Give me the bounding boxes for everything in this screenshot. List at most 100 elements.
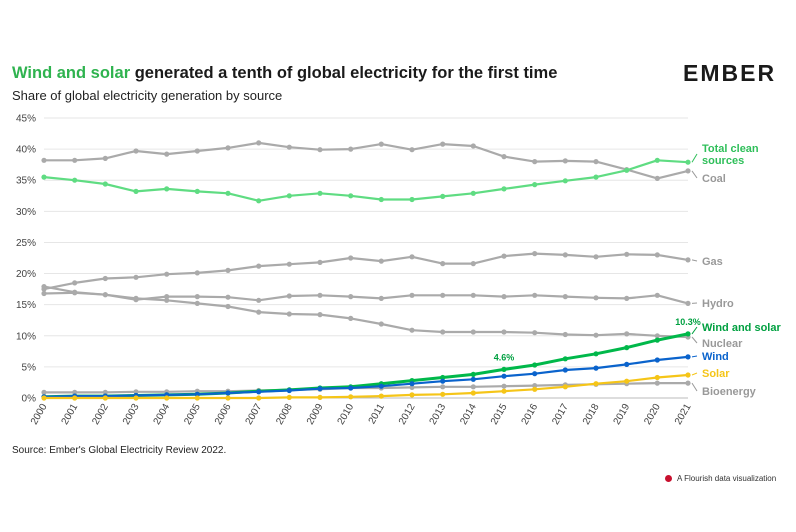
- x-tick-label: 2016: [520, 402, 541, 427]
- data-point: [41, 174, 47, 180]
- data-point: [286, 144, 292, 150]
- data-point: [225, 294, 231, 300]
- data-point: [41, 157, 47, 163]
- data-point: [532, 292, 538, 298]
- y-tick-label: 40%: [16, 145, 36, 156]
- series-label-wind: Wind: [702, 351, 729, 363]
- x-tick-label: 2001: [60, 402, 81, 427]
- x-tick-label: 2017: [550, 402, 571, 427]
- data-point: [164, 395, 170, 401]
- y-tick-label: 35%: [16, 176, 36, 187]
- data-point: [133, 148, 139, 154]
- series-label-solar: Solar: [702, 368, 730, 380]
- data-point: [470, 292, 476, 298]
- data-point: [532, 371, 538, 377]
- x-tick-label: 2008: [274, 402, 295, 427]
- data-point: [164, 271, 170, 277]
- data-point: [532, 386, 538, 392]
- data-point: [133, 395, 139, 401]
- data-point: [225, 390, 231, 396]
- data-point: [654, 337, 660, 343]
- data-point: [164, 186, 170, 192]
- data-point: [624, 331, 630, 337]
- series-total-clean-sources: [41, 157, 691, 204]
- data-point: [225, 303, 231, 310]
- data-point: [562, 356, 568, 362]
- data-point: [194, 294, 200, 300]
- x-tick-label: 2013: [428, 402, 449, 427]
- series-solar: [41, 372, 691, 401]
- data-point: [654, 252, 660, 258]
- data-point: [378, 295, 384, 301]
- flourish-credit[interactable]: A Flourish data visualization: [665, 474, 776, 483]
- data-point: [654, 157, 660, 163]
- x-tick-label: 2014: [458, 402, 479, 427]
- data-point: [593, 159, 599, 165]
- data-point: [72, 280, 78, 286]
- data-point: [41, 389, 47, 395]
- annotations: 4.6% 10.3%: [494, 317, 701, 362]
- data-point: [501, 294, 507, 300]
- data-point: [409, 196, 415, 203]
- x-tick-label: 2003: [121, 402, 142, 427]
- source-note: Source: Ember's Global Electricity Revie…: [12, 445, 227, 456]
- data-point: [348, 193, 354, 199]
- label-connector: [691, 372, 698, 376]
- chart-title: Wind and solar generated a tenth of glob…: [12, 64, 557, 83]
- data-point: [501, 366, 507, 372]
- data-point: [256, 395, 262, 401]
- data-point: [562, 294, 568, 300]
- x-tick-label: 2010: [336, 402, 357, 427]
- data-point: [41, 395, 47, 401]
- series-label-hydro: Hydro: [702, 298, 734, 310]
- data-point: [256, 263, 262, 269]
- data-point: [348, 385, 354, 391]
- data-point: [102, 395, 108, 401]
- data-point: [317, 259, 323, 265]
- data-point: [409, 292, 415, 298]
- chart-subtitle: Share of global electricity generation b…: [12, 88, 283, 103]
- data-point: [685, 257, 691, 263]
- data-point: [72, 395, 78, 401]
- data-point: [225, 145, 231, 151]
- data-point: [256, 309, 262, 315]
- data-point: [225, 267, 231, 273]
- data-point: [194, 148, 200, 154]
- data-point: [225, 395, 231, 401]
- data-point: [501, 383, 507, 389]
- title-highlight: Wind and solar: [12, 64, 131, 82]
- data-point: [593, 254, 599, 260]
- data-point: [348, 146, 354, 152]
- data-point: [470, 261, 476, 267]
- x-tick-label: 2021: [673, 402, 694, 427]
- series-label-total-clean-sources: sources: [702, 155, 744, 167]
- data-point: [317, 394, 323, 400]
- data-point: [41, 284, 47, 290]
- series-line-wind: [43, 355, 689, 398]
- data-point: [654, 333, 660, 339]
- x-tick-label: 2005: [182, 402, 203, 427]
- x-tick-label: 2020: [642, 402, 663, 427]
- data-point: [532, 159, 538, 165]
- data-point: [133, 295, 139, 301]
- x-tick-label: 2000: [29, 402, 50, 427]
- data-point: [378, 393, 384, 399]
- data-point: [501, 186, 507, 192]
- series-line-nuclear: [43, 285, 689, 339]
- data-point: [440, 193, 446, 199]
- data-point: [685, 159, 691, 165]
- label-connector: [691, 336, 698, 344]
- data-point: [317, 312, 323, 318]
- y-tick-label: 30%: [16, 207, 36, 218]
- data-point: [532, 383, 538, 389]
- data-point: [256, 297, 262, 303]
- data-point: [562, 384, 568, 390]
- data-point: [378, 196, 384, 203]
- data-point: [501, 329, 507, 335]
- data-point: [624, 251, 630, 257]
- data-point: [194, 391, 200, 397]
- data-point: [378, 258, 384, 264]
- label-connector: [691, 382, 698, 392]
- data-point: [133, 389, 139, 395]
- flourish-credit-text: A Flourish data visualization: [677, 474, 777, 483]
